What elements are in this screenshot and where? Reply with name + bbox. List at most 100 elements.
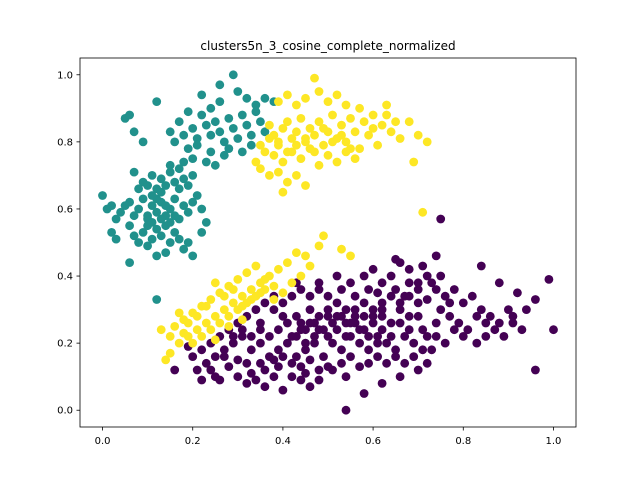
y-tick-label: 0.8 (57, 137, 73, 148)
data-point-series-0 (296, 362, 306, 371)
data-point-series-2 (305, 261, 315, 271)
data-point-series-1 (183, 107, 193, 117)
data-point-series-0 (377, 278, 387, 288)
data-point-series-0 (332, 298, 342, 308)
data-point-series-0 (319, 352, 328, 361)
data-point-series-2 (251, 157, 261, 167)
data-point-series-2 (418, 207, 428, 217)
data-point-series-2 (283, 147, 292, 157)
data-point-series-0 (413, 311, 423, 321)
data-point-series-2 (210, 335, 220, 345)
data-point-series-0 (323, 311, 333, 321)
data-point-series-0 (350, 305, 360, 314)
data-point-series-1 (237, 147, 247, 157)
data-point-series-0 (314, 365, 324, 375)
data-point-series-0 (427, 278, 437, 288)
data-point-series-2 (192, 311, 202, 321)
data-point-series-1 (156, 214, 166, 224)
data-point-series-0 (269, 372, 279, 382)
data-point-series-1 (116, 207, 125, 217)
data-point-series-0 (337, 358, 346, 368)
data-point-series-1 (210, 160, 220, 170)
data-point-series-0 (431, 318, 441, 328)
data-point-series-2 (278, 123, 288, 133)
data-point-series-0 (431, 251, 441, 261)
data-point-series-0 (341, 405, 351, 415)
data-point-series-0 (323, 332, 333, 341)
data-point-series-1 (125, 258, 134, 267)
data-point-series-2 (174, 308, 184, 318)
data-point-series-1 (143, 211, 153, 221)
data-point-series-0 (549, 325, 558, 335)
data-point-series-0 (436, 305, 446, 314)
data-point-series-1 (192, 134, 202, 143)
data-point-series-0 (170, 365, 180, 375)
data-point-series-0 (337, 285, 346, 294)
data-point-series-2 (355, 144, 364, 154)
data-point-series-2 (337, 244, 346, 254)
data-point-series-2 (323, 150, 333, 160)
data-point-series-0 (310, 332, 319, 341)
data-point-series-1 (102, 204, 112, 214)
data-point-series-1 (219, 137, 229, 147)
data-point-series-1 (152, 295, 162, 304)
data-point-series-0 (251, 305, 261, 314)
data-point-series-2 (251, 261, 261, 271)
data-point-series-0 (476, 261, 486, 271)
data-point-series-0 (431, 332, 441, 341)
data-point-series-0 (274, 325, 283, 335)
data-point-series-0 (314, 375, 324, 385)
data-point-series-1 (210, 117, 220, 127)
data-point-series-2 (265, 120, 274, 130)
data-point-series-0 (413, 365, 423, 375)
data-point-series-1 (143, 181, 153, 190)
data-point-series-0 (458, 298, 468, 308)
data-point-series-0 (228, 332, 238, 341)
data-point-series-0 (328, 338, 337, 348)
data-point-series-2 (170, 322, 180, 331)
data-point-series-2 (283, 258, 292, 267)
data-point-series-1 (147, 234, 157, 244)
data-point-series-0 (242, 358, 252, 368)
data-point-series-1 (206, 103, 216, 113)
data-point-series-2 (228, 298, 238, 308)
data-point-series-0 (296, 375, 306, 385)
data-point-series-1 (165, 238, 175, 247)
data-point-series-1 (134, 238, 144, 247)
data-point-series-0 (256, 358, 265, 368)
data-point-series-1 (179, 157, 189, 167)
data-point-series-0 (197, 375, 207, 385)
data-point-series-0 (508, 318, 518, 328)
data-point-series-0 (544, 275, 554, 284)
data-point-series-2 (346, 114, 355, 123)
data-point-series-0 (278, 298, 288, 308)
data-point-series-1 (233, 87, 243, 96)
data-point-series-2 (283, 90, 292, 100)
data-point-series-2 (292, 248, 301, 257)
data-point-series-0 (219, 345, 229, 355)
data-point-series-0 (400, 358, 410, 368)
data-point-series-0 (323, 305, 333, 314)
data-point-series-2 (332, 90, 342, 100)
data-point-series-2 (283, 177, 292, 187)
data-point-series-1 (197, 204, 207, 214)
data-point-series-1 (129, 127, 139, 137)
data-point-series-1 (183, 207, 193, 217)
data-point-series-1 (170, 228, 180, 237)
data-point-series-0 (278, 311, 288, 321)
data-point-series-2 (260, 285, 270, 294)
data-point-series-1 (152, 224, 162, 234)
data-point-series-1 (197, 90, 207, 100)
data-point-series-0 (301, 368, 310, 378)
data-point-series-2 (296, 114, 306, 123)
data-point-series-1 (179, 201, 189, 211)
data-point-series-1 (260, 127, 270, 137)
points-layer (98, 70, 558, 415)
data-point-series-0 (215, 375, 225, 385)
data-point-series-0 (283, 318, 292, 328)
data-point-series-2 (296, 154, 306, 164)
data-point-series-1 (242, 120, 252, 130)
data-point-series-0 (467, 291, 477, 301)
data-point-series-0 (310, 338, 319, 348)
data-point-series-2 (314, 117, 324, 127)
